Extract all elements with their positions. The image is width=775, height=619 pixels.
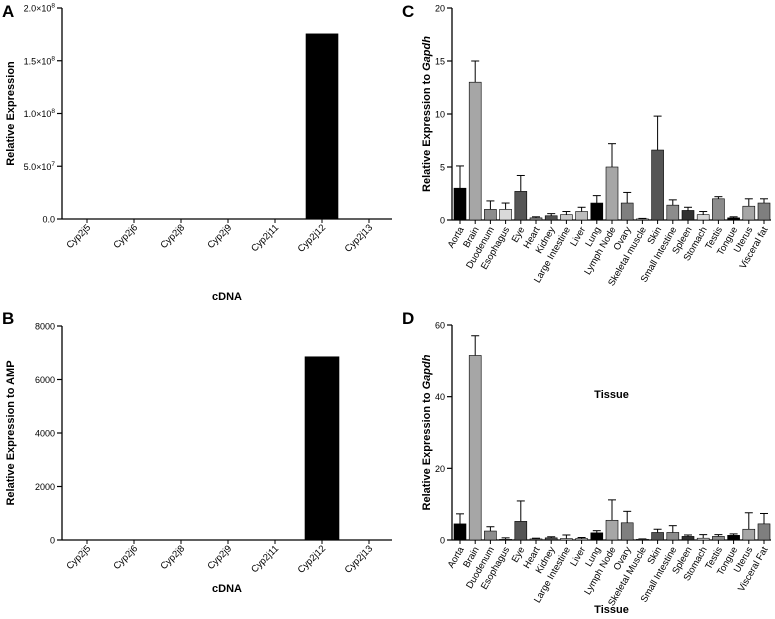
bar-d-ovary bbox=[620, 522, 634, 541]
y-tick-label-a: 1.0×108 bbox=[24, 108, 56, 119]
y-axis-title-c: Relative Expression to Gapdh bbox=[421, 36, 433, 192]
x-category-label-b: Cyp2j13 bbox=[343, 543, 375, 575]
x-category-label-a: Cyp2j9 bbox=[205, 222, 234, 251]
x-category-label-a: Cyp2j8 bbox=[158, 222, 187, 251]
bar-c-skeletal-muscle bbox=[636, 218, 649, 221]
x-axis-title-d: Tissue bbox=[594, 604, 629, 616]
x-axis-title-b: cDNA bbox=[212, 583, 242, 595]
panel-label-a: A bbox=[2, 2, 14, 21]
y-tick-label-a: 5.0×107 bbox=[24, 161, 56, 172]
bar-c-large-intestine bbox=[560, 214, 573, 221]
bar-d-spleen bbox=[681, 536, 695, 541]
bar-c-stomach bbox=[696, 214, 710, 221]
y-tick-label-d: 60 bbox=[435, 321, 445, 331]
bar-c-lymph-node bbox=[605, 166, 619, 221]
bar-d-liver bbox=[575, 538, 588, 541]
y-tick-label-d: 20 bbox=[435, 464, 445, 474]
y-tick-label-a: 2.0×108 bbox=[24, 3, 56, 14]
bar-d-testis bbox=[712, 536, 725, 541]
bar-d-duodenum bbox=[484, 530, 497, 541]
x-axis-title-a: cDNA bbox=[212, 291, 242, 303]
chart-d: 0204060AortaBrainDuodenumEsophagusEyeHea… bbox=[421, 321, 771, 616]
bar-d-brain bbox=[468, 355, 482, 541]
bar-d-kidney bbox=[544, 537, 558, 541]
chart-a: 0.0 5.0×107 1.0×108 1.5×108 2.0×108 Cyp2j5 Cyp… bbox=[5, 3, 392, 303]
bar-c-heart bbox=[529, 217, 543, 221]
bar-d-uterus bbox=[742, 528, 756, 541]
chart-b: 0 2000 4000 6000 8000 Cyp2j5 Cyp2j6 Cyp2j8 Cyp2j… bbox=[5, 322, 392, 595]
bar-d-visceral-fat bbox=[757, 523, 771, 541]
bar-c-brain bbox=[468, 81, 482, 221]
y-tick-label-c: 5 bbox=[440, 163, 445, 173]
bar-d-tongue bbox=[727, 535, 740, 541]
bar-c-uterus bbox=[742, 205, 756, 221]
bar-c-liver bbox=[575, 211, 588, 221]
chart-c: 05101520AortaBrainDuodenumEsophagusEyeHe… bbox=[421, 4, 771, 401]
y-tick-label-a: 1.5×108 bbox=[24, 55, 56, 66]
x-category-label-b: Cyp2j8 bbox=[158, 543, 187, 572]
y-tick-label-b: 6000 bbox=[35, 375, 55, 385]
bar-d-skin bbox=[651, 532, 664, 541]
x-category-label-b: Cyp2j12 bbox=[296, 543, 328, 575]
bar-d-small-intestine bbox=[666, 532, 680, 541]
x-axis-title-c: Tissue bbox=[594, 389, 629, 401]
y-tick-label-b: 2000 bbox=[35, 482, 55, 492]
bar-c-small-intestine bbox=[666, 204, 680, 221]
y-tick-label-c: 15 bbox=[435, 57, 445, 67]
bar-c-skin bbox=[651, 149, 664, 221]
bar-d-stomach bbox=[696, 537, 710, 541]
y-tick-label-c: 20 bbox=[435, 4, 445, 14]
bar-c-duodenum bbox=[484, 209, 497, 221]
bar-c-visceral-fat bbox=[757, 202, 771, 221]
bar-d-heart bbox=[529, 538, 543, 541]
bar-c-kidney bbox=[544, 215, 558, 221]
x-category-label-b: Cyp2j9 bbox=[205, 543, 234, 572]
y-tick-label-c: 10 bbox=[435, 110, 445, 120]
x-category-label-a: Cyp2j5 bbox=[64, 222, 93, 251]
panel-label-b: B bbox=[2, 309, 14, 328]
y-tick-label-a: 0.0 bbox=[42, 215, 55, 225]
x-category-label-a: Cyp2j13 bbox=[343, 222, 375, 254]
x-category-label-b: Cyp2j5 bbox=[64, 543, 93, 572]
y-axis-title-a: Relative Expression bbox=[5, 61, 17, 166]
y-axis-title-b: Relative Expression to AMP bbox=[5, 360, 17, 505]
bar-d-lymph-node bbox=[605, 519, 619, 541]
y-tick-label-b: 0 bbox=[50, 536, 55, 546]
x-category-label-a: Cyp2j6 bbox=[111, 222, 140, 251]
bar-d-lung bbox=[590, 532, 604, 541]
x-category-label-b: Cyp2j11 bbox=[249, 543, 281, 575]
y-tick-label-d: 40 bbox=[435, 392, 445, 402]
bar-c-spleen bbox=[681, 210, 695, 221]
x-category-label-b: Cyp2j6 bbox=[111, 543, 140, 572]
x-category-label-a: Cyp2j12 bbox=[296, 222, 328, 254]
bar-d-esophagus bbox=[499, 538, 512, 541]
bar-c-esophagus bbox=[499, 209, 512, 221]
bar-c-aorta bbox=[453, 187, 467, 221]
bar-d-eye bbox=[514, 521, 528, 541]
y-tick-label-d: 0 bbox=[440, 536, 445, 546]
y-tick-label-b: 8000 bbox=[35, 322, 55, 332]
y-tick-label-c: 0 bbox=[440, 216, 445, 226]
bar-c-tongue bbox=[727, 217, 740, 221]
y-tick-label-b: 4000 bbox=[35, 429, 55, 439]
bar-c-lung bbox=[590, 202, 604, 221]
panel-label-c: C bbox=[402, 2, 414, 21]
x-category-label-a: Cyp2j11 bbox=[249, 222, 281, 254]
bar-c-testis bbox=[712, 198, 725, 221]
bar-d-large-intestine bbox=[560, 538, 573, 541]
y-axis-title-d: Relative Expression to Gapdh bbox=[421, 354, 433, 510]
bar-d-aorta bbox=[453, 523, 467, 541]
bar-b-cyp2j12 bbox=[304, 356, 340, 541]
bar-c-eye bbox=[514, 191, 528, 221]
panel-label-d: D bbox=[402, 309, 414, 328]
bar-a-cyp2j12 bbox=[305, 33, 339, 220]
bar-c-ovary bbox=[620, 202, 634, 221]
